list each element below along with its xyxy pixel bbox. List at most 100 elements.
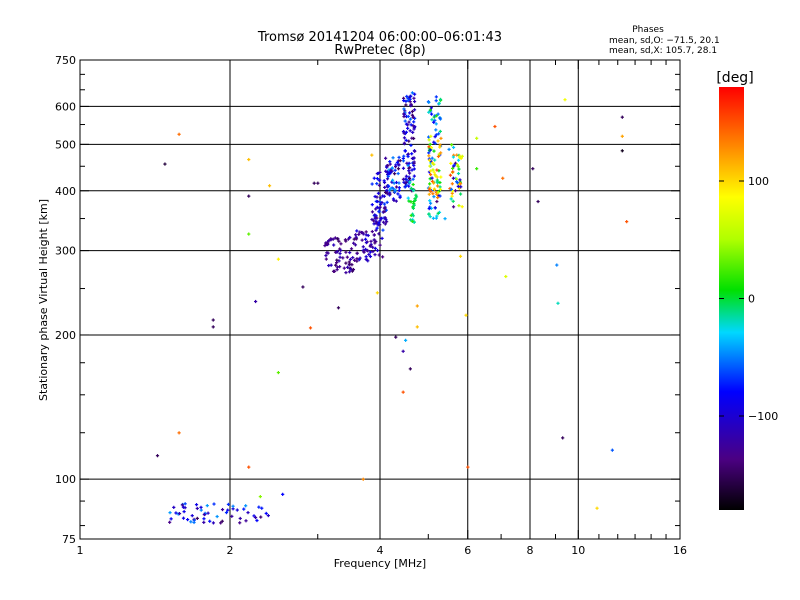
data-point bbox=[172, 506, 176, 508]
data-point bbox=[390, 187, 394, 189]
data-point bbox=[339, 249, 343, 251]
data-point bbox=[346, 238, 350, 240]
colorbar-tick-label: 100 bbox=[748, 175, 769, 188]
data-point bbox=[266, 514, 270, 517]
data-point bbox=[370, 204, 374, 206]
data-point bbox=[407, 200, 411, 202]
data-point bbox=[363, 238, 368, 240]
data-point bbox=[392, 173, 397, 175]
data-point bbox=[373, 247, 377, 249]
data-point bbox=[410, 137, 414, 139]
data-point bbox=[407, 182, 411, 184]
data-point bbox=[460, 155, 464, 157]
data-point bbox=[439, 176, 443, 178]
data-point bbox=[410, 110, 415, 113]
data-point bbox=[381, 221, 386, 223]
data-point bbox=[453, 162, 458, 164]
data-point bbox=[460, 206, 464, 208]
data-point bbox=[230, 515, 234, 517]
data-point bbox=[384, 166, 389, 168]
colorbar-ticks: 100 0 −100 bbox=[719, 175, 778, 423]
data-point bbox=[458, 255, 463, 257]
data-point bbox=[336, 307, 341, 309]
data-point bbox=[402, 113, 406, 115]
data-point bbox=[238, 517, 242, 520]
data-point bbox=[466, 466, 470, 468]
data-point bbox=[354, 234, 358, 236]
data-point bbox=[451, 206, 456, 208]
data-point bbox=[378, 244, 382, 246]
data-point bbox=[368, 245, 373, 247]
data-point bbox=[351, 268, 355, 271]
data-point bbox=[402, 115, 406, 118]
data-point bbox=[349, 269, 353, 271]
data-point bbox=[276, 371, 280, 374]
data-point bbox=[391, 157, 395, 159]
data-point bbox=[428, 149, 432, 151]
data-point bbox=[386, 165, 390, 167]
data-point bbox=[561, 437, 565, 439]
y-tick-label: 750 bbox=[55, 54, 76, 67]
data-point bbox=[393, 189, 397, 191]
data-point bbox=[430, 177, 434, 179]
data-point bbox=[408, 368, 412, 370]
y-tick-label: 600 bbox=[55, 100, 76, 113]
x-tick-label: 1 bbox=[77, 544, 84, 557]
data-point bbox=[371, 250, 375, 253]
data-point bbox=[429, 147, 434, 149]
data-point bbox=[450, 195, 454, 197]
data-point bbox=[430, 180, 435, 183]
data-point bbox=[428, 202, 433, 204]
data-point bbox=[365, 241, 369, 243]
data-point bbox=[374, 229, 378, 231]
data-point bbox=[334, 262, 339, 264]
data-point bbox=[352, 238, 356, 240]
data-point bbox=[316, 182, 320, 184]
data-point bbox=[402, 142, 407, 144]
data-point bbox=[220, 508, 225, 511]
data-point bbox=[349, 248, 354, 250]
data-point bbox=[335, 238, 339, 240]
x-axis-label: Frequency [MHz] bbox=[334, 557, 426, 570]
data-point bbox=[181, 517, 186, 519]
data-point bbox=[324, 254, 328, 257]
data-point bbox=[231, 505, 235, 507]
data-point bbox=[338, 266, 342, 268]
data-point bbox=[169, 518, 173, 520]
data-point bbox=[434, 217, 438, 219]
data-point bbox=[381, 229, 385, 231]
data-point bbox=[397, 187, 401, 189]
data-point bbox=[436, 196, 440, 199]
data-point bbox=[387, 189, 392, 191]
data-point bbox=[438, 146, 442, 148]
data-point bbox=[401, 167, 406, 169]
data-point bbox=[408, 181, 412, 183]
data-point bbox=[374, 222, 378, 224]
data-point bbox=[620, 150, 624, 152]
data-point bbox=[433, 115, 437, 117]
data-point bbox=[456, 172, 461, 175]
data-point bbox=[355, 230, 359, 232]
data-point bbox=[411, 125, 415, 127]
data-point bbox=[386, 173, 390, 176]
data-point bbox=[402, 99, 406, 102]
y-tick-label: 100 bbox=[55, 473, 76, 486]
data-point bbox=[409, 124, 413, 126]
data-point bbox=[267, 185, 272, 187]
data-point bbox=[427, 155, 431, 157]
data-point bbox=[387, 169, 391, 171]
data-point bbox=[412, 175, 416, 177]
data-point bbox=[407, 96, 412, 99]
data-point bbox=[436, 140, 440, 142]
data-point bbox=[536, 200, 540, 203]
data-point bbox=[431, 217, 436, 219]
data-point bbox=[347, 261, 351, 263]
data-point bbox=[382, 203, 387, 205]
data-point bbox=[370, 218, 374, 221]
data-point bbox=[402, 155, 406, 157]
data-point bbox=[383, 191, 388, 194]
data-point bbox=[396, 160, 400, 162]
data-point bbox=[380, 237, 384, 239]
data-point bbox=[231, 508, 235, 510]
data-point bbox=[411, 189, 416, 192]
